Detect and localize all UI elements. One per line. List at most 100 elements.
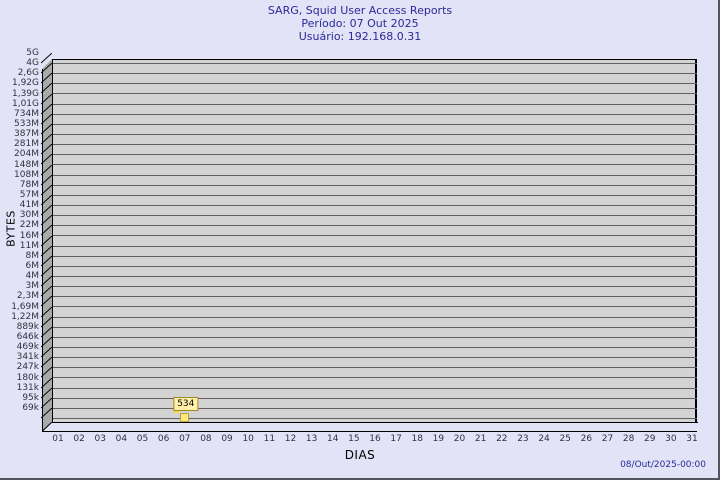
plot-face-bottom-edge: [52, 422, 698, 423]
gridline: [52, 93, 697, 95]
gridline: [52, 265, 697, 267]
gridline: [52, 63, 697, 64]
y-tick-label: 204M: [14, 149, 39, 160]
y-tick-label: 387M: [14, 129, 39, 140]
y-tick-label: 30M: [19, 210, 39, 221]
x-tick-label: 21: [474, 434, 487, 444]
x-tick-label: 08: [200, 434, 212, 444]
x-tick-label: 06: [157, 434, 170, 444]
gridline: [52, 387, 697, 389]
x-tick-label: 05: [136, 434, 149, 444]
gridline: [52, 164, 697, 166]
y-tick-label: 131k: [16, 382, 39, 393]
x-tick-label: 20: [453, 434, 466, 444]
y-tick-label: 469k: [16, 342, 39, 353]
report-period: Período: 07 Out 2025: [301, 17, 419, 30]
x-tick-label: 25: [559, 434, 571, 444]
gridline: [52, 113, 697, 115]
y-axis-title: BYTES: [4, 210, 18, 247]
x-tick-label: 09: [221, 434, 233, 444]
y-axis-line: [42, 69, 43, 432]
y-tick-label: 1,39G: [11, 88, 39, 99]
y-tick-label: 78M: [19, 179, 39, 190]
gridline: [52, 83, 697, 85]
y-tick-label: 108M: [14, 169, 39, 180]
y-tick-label: 16M: [19, 230, 39, 241]
x-tick-label: 19: [432, 434, 445, 444]
y-tick-label: 734M: [14, 108, 39, 119]
x-tick-label: 15: [348, 434, 360, 444]
gridline: [52, 103, 697, 105]
bar[interactable]: [180, 413, 190, 422]
gridline: [52, 174, 697, 176]
y-tick-label: 8M: [25, 250, 40, 261]
x-tick-label: 13: [305, 434, 318, 444]
x-tick-label: 07: [179, 434, 191, 444]
gridline: [52, 286, 697, 288]
gridline: [52, 377, 697, 379]
gridline: [52, 347, 697, 348]
y-tick-label: 889k: [16, 321, 39, 332]
y-tick-label: 281M: [14, 139, 39, 150]
x-tick-label: 01: [52, 434, 64, 444]
x-tick-label: 02: [73, 434, 85, 444]
x-tick-label: 16: [369, 434, 381, 444]
gridline: [52, 225, 697, 227]
x-tick-label: 27: [601, 434, 614, 444]
x-tick-label: 23: [517, 434, 529, 444]
gridline: [52, 144, 697, 146]
gridline: [52, 326, 697, 328]
x-tick-label: 28: [622, 434, 635, 444]
axis-corner-connector: [42, 422, 53, 432]
y-tick-label: 22M: [19, 220, 39, 231]
x-tick-label: 29: [643, 434, 656, 444]
gridline: [52, 407, 697, 409]
y-tick-label: 6M: [25, 261, 40, 271]
x-tick-label: 04: [115, 434, 128, 444]
y-tick-label: 1,69M: [11, 301, 39, 312]
generated-timestamp: 08/Out/2025-00:00: [620, 460, 706, 470]
y-tick-label: 2,3M: [16, 291, 39, 302]
x-tick-label: 10: [242, 434, 254, 444]
y-tick-label: 148M: [14, 159, 39, 170]
y-tick-label: 341k: [16, 352, 39, 363]
gridline: [52, 73, 697, 75]
gridline: [52, 357, 697, 359]
x-tick-label: 12: [284, 434, 297, 444]
report-user: Usuário: 192.168.0.31: [298, 30, 422, 43]
y-tick-label: 4M: [25, 271, 40, 282]
x-axis-title: DIAS: [344, 448, 376, 462]
plot-face-left-edge: [52, 59, 53, 423]
gridline: [52, 194, 697, 196]
page-title: SARG, Squid User Access Reports: [267, 4, 453, 17]
gridline: [52, 215, 697, 217]
x-tick-label: 17: [390, 434, 402, 444]
y-tick-label: 180k: [16, 372, 39, 383]
gridline: [52, 123, 697, 125]
y-tick-mark: [41, 53, 52, 64]
x-tick-label: 30: [665, 434, 677, 444]
y-tick-label: 95k: [22, 392, 39, 403]
y-tick-label: 11M: [19, 240, 39, 251]
gridline: [52, 154, 697, 156]
y-tick-label: 3M: [25, 281, 40, 292]
plot-face: [52, 59, 697, 422]
gridline: [52, 296, 697, 298]
y-tick-label: 69k: [22, 403, 39, 413]
gridline: [52, 418, 697, 419]
y-tick-label: 1,22M: [11, 311, 39, 322]
y-tick-label: 1,01G: [11, 98, 39, 109]
x-tick-label: 31: [686, 434, 698, 444]
gridline: [52, 336, 697, 338]
x-tick-label: 03: [94, 434, 106, 444]
gridline: [52, 245, 697, 247]
x-tick-label: 14: [326, 434, 339, 444]
gridline: [52, 235, 697, 237]
y-tick-label: 646k: [16, 332, 39, 342]
gridline: [52, 316, 697, 318]
gridline: [52, 367, 697, 369]
y-tick-label: 2,6G: [17, 68, 39, 79]
gridline: [52, 397, 697, 399]
x-axis-line: [42, 431, 697, 432]
